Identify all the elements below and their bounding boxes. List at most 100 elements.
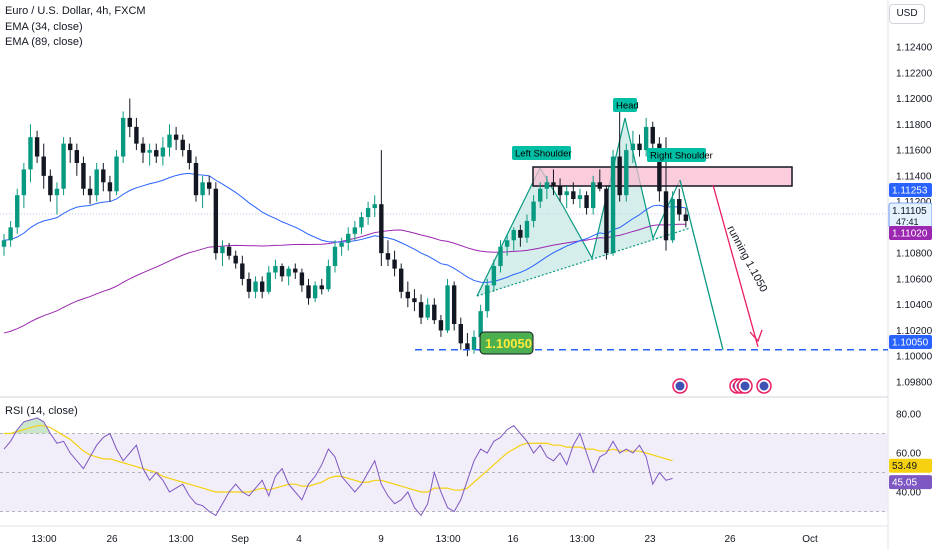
candle-body [538, 188, 543, 202]
badge-rsi-ma: 53.49 [892, 461, 917, 472]
candle-body [81, 162, 86, 189]
arrow-head [749, 329, 763, 343]
time-label: 9 [378, 534, 384, 545]
badge-target: 1.10050 [892, 338, 929, 349]
candle-body [557, 186, 563, 196]
candle-body [279, 266, 285, 277]
candle-body [293, 268, 298, 273]
candle-body [571, 191, 576, 200]
time-label: 26 [724, 534, 736, 545]
candle-body [240, 263, 245, 279]
candle-body [425, 304, 430, 318]
candle-body [630, 143, 636, 151]
badge-ema34-bg [889, 183, 932, 197]
price-tick: 1.11400 [896, 171, 932, 182]
candle-body [445, 285, 450, 331]
candle-body [352, 227, 358, 234]
ema34-line [3, 172, 686, 283]
candle-body [220, 246, 225, 254]
event-icon-inner [740, 381, 750, 391]
badge-last: 1.11105 [892, 206, 927, 217]
candle-body [286, 268, 291, 277]
right-shoulder-label-box [647, 148, 706, 162]
candle-body [259, 281, 265, 292]
candle-body [246, 278, 252, 292]
left-shoulder-label-box [512, 146, 571, 160]
candle-body [319, 285, 324, 290]
candle-body [365, 208, 371, 218]
candle-body [54, 188, 60, 196]
candle-body [465, 343, 470, 350]
candle-body [491, 266, 497, 286]
candle-body [399, 268, 404, 292]
target-label-box[interactable] [479, 331, 534, 355]
time-label: 23 [644, 534, 656, 545]
candle-body [584, 195, 589, 209]
candle-body [372, 204, 377, 209]
badge-rsi: 45.05 [892, 478, 917, 489]
price-tick: 1.10000 [896, 352, 932, 363]
rsi-overbought-fill [4, 417, 64, 434]
candle-body [15, 195, 20, 228]
candle-body [74, 150, 80, 163]
rsi-tick: 80.00 [896, 410, 921, 421]
candle-body [551, 182, 556, 187]
time-label: 13:00 [168, 534, 193, 545]
candle-body [154, 150, 159, 157]
ema89-line [3, 223, 686, 334]
price-tick: 1.10800 [896, 249, 932, 260]
candle-body [266, 272, 271, 292]
price-tick: 1.10200 [896, 326, 932, 337]
currency-button[interactable]: USD [889, 4, 925, 24]
candle-body [471, 336, 477, 350]
rsi-ma-line [4, 425, 673, 493]
candle-body [643, 126, 649, 151]
time-label: Oct [802, 534, 818, 545]
candle-body [48, 175, 53, 196]
badge-ema89: 1.11020 [892, 229, 928, 240]
price-tick: 1.12400 [896, 43, 932, 54]
badge-target-bg [889, 335, 932, 349]
candle-body [312, 285, 318, 299]
candle-body [233, 255, 238, 264]
candle-body [34, 137, 40, 157]
candle-body [253, 281, 258, 292]
badge-ema34: 1.11253 [892, 186, 928, 197]
candle-body [657, 143, 662, 192]
candle-body [511, 229, 516, 241]
candle-body [624, 150, 629, 196]
ema89-legend: EMA (89, close) [5, 36, 83, 48]
candle-body [385, 253, 391, 260]
resistance-zone[interactable] [532, 166, 793, 187]
candle-body [127, 117, 132, 127]
candle-body [207, 182, 212, 189]
candle-body [432, 304, 437, 321]
price-tick: 1.12200 [896, 68, 932, 79]
candle-body [604, 188, 609, 254]
candle-body [173, 134, 179, 140]
candle-body [498, 246, 503, 267]
candle-body [226, 246, 232, 256]
candle-body [180, 139, 185, 151]
candle-body [120, 117, 126, 157]
event-icon-inner [675, 381, 685, 391]
candle-body [524, 220, 530, 238]
candle-body [677, 199, 682, 215]
projection-red [712, 184, 759, 347]
candle-body [187, 150, 192, 163]
candle-body [193, 162, 199, 196]
price-tick: 1.09800 [896, 378, 932, 389]
time-label: Sep [231, 534, 249, 545]
candle-body [418, 302, 424, 318]
time-label: 4 [296, 534, 302, 545]
candle-body [485, 285, 490, 312]
symbol-title: Euro / U.S. Dollar, 4h, FXCM [5, 5, 146, 17]
price-tick: 1.11200 [896, 197, 932, 208]
candle-body [451, 285, 457, 325]
candle-body [8, 227, 13, 241]
candle-body [597, 182, 602, 189]
badge-countdown: 47:41 [896, 217, 919, 227]
candle-body [306, 285, 311, 299]
candle-body [332, 246, 338, 267]
